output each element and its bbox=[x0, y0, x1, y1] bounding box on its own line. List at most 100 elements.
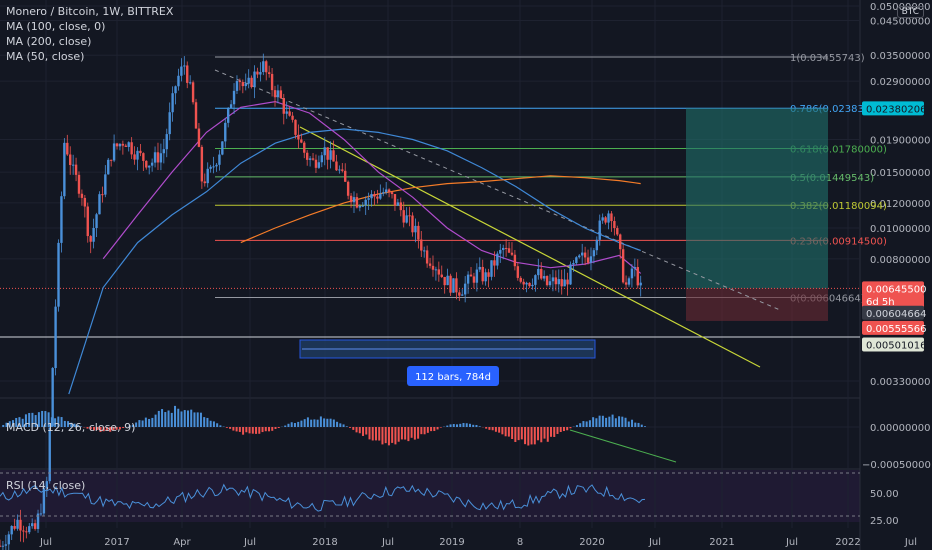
candle-body bbox=[51, 368, 54, 427]
candle-body bbox=[478, 266, 481, 270]
candle-body bbox=[142, 153, 145, 161]
macd-histogram-bar bbox=[621, 416, 624, 427]
macd-histogram-bar bbox=[323, 418, 326, 427]
candle-body bbox=[349, 195, 353, 203]
candle-body bbox=[367, 198, 370, 200]
candle-body bbox=[130, 142, 133, 155]
indicator-ma50[interactable]: MA (50, close) bbox=[6, 50, 85, 63]
macd-histogram-bar bbox=[15, 417, 18, 427]
x-tick-label: 2022 bbox=[835, 537, 860, 548]
macd-histogram-bar bbox=[374, 427, 377, 441]
macd-histogram-bar bbox=[378, 427, 381, 441]
candle-body bbox=[458, 292, 461, 296]
macd-histogram-bar bbox=[255, 427, 258, 434]
macd-histogram-bar bbox=[462, 422, 465, 427]
macd-histogram-bar bbox=[417, 427, 420, 439]
candle-body bbox=[168, 112, 171, 135]
macd-histogram-bar bbox=[50, 417, 53, 427]
x-tick-label: Jul bbox=[381, 537, 394, 548]
macd-histogram-bar bbox=[527, 427, 530, 446]
macd-histogram-bar bbox=[592, 417, 595, 427]
candle-body bbox=[165, 134, 168, 150]
candle-body bbox=[39, 513, 43, 515]
macd-histogram-bar bbox=[413, 427, 416, 440]
macd-histogram-bar bbox=[293, 423, 296, 427]
candle-body bbox=[449, 275, 452, 293]
macd-histogram-bar bbox=[595, 418, 598, 427]
symbol-title[interactable]: Monero / Bitcoin, 1W, BITTREX bbox=[6, 5, 174, 18]
candle-body bbox=[300, 139, 303, 143]
candle-body bbox=[373, 193, 376, 197]
macd-histogram-bar bbox=[216, 423, 219, 427]
candle-body bbox=[22, 530, 25, 532]
candle-body bbox=[551, 277, 555, 282]
macd-histogram-bar bbox=[533, 427, 536, 445]
macd-histogram-bar bbox=[70, 422, 73, 427]
candle-body bbox=[109, 159, 113, 161]
macd-histogram-bar bbox=[167, 410, 170, 427]
macd-histogram-bar bbox=[92, 427, 95, 431]
macd-histogram-bar bbox=[109, 427, 112, 432]
candle-body bbox=[265, 61, 268, 73]
candle-body bbox=[112, 143, 116, 161]
candle-body bbox=[423, 250, 426, 252]
macd-histogram-bar bbox=[391, 427, 394, 443]
candle-body bbox=[0, 545, 2, 547]
macd-histogram-bar bbox=[203, 417, 206, 427]
indicator-ma100[interactable]: MA (100, close, 0) bbox=[6, 20, 106, 33]
candle-body bbox=[273, 90, 277, 98]
candle-body bbox=[399, 202, 403, 211]
candle-body bbox=[203, 181, 206, 184]
macd-histogram-bar bbox=[553, 427, 556, 437]
macd-histogram-bar bbox=[400, 427, 403, 440]
macd-histogram-bar bbox=[76, 424, 79, 427]
x-tick-label: 2020 bbox=[579, 537, 604, 548]
candle-body bbox=[174, 86, 177, 94]
candle-body bbox=[461, 294, 464, 296]
price-tick-label: 0.03500000 bbox=[870, 51, 930, 62]
macd-histogram-bar bbox=[614, 418, 617, 427]
candle-body bbox=[364, 199, 367, 206]
macd-histogram-bar bbox=[18, 417, 21, 427]
candle-body bbox=[548, 281, 552, 286]
price-tick-label: 0.01900000 bbox=[870, 135, 930, 146]
macd-histogram-bar bbox=[86, 427, 89, 429]
candle-body bbox=[496, 253, 499, 266]
macd-histogram-bar bbox=[99, 427, 102, 432]
rsi-label: RSI (14, close) bbox=[6, 479, 85, 492]
macd-histogram-bar bbox=[102, 427, 105, 432]
candle-body bbox=[513, 254, 517, 267]
fib-level-label: 1(0.03455743) bbox=[790, 53, 865, 64]
candle-body bbox=[183, 65, 186, 67]
macd-histogram-bar bbox=[426, 427, 429, 433]
candle-body bbox=[177, 75, 180, 87]
candle-body bbox=[414, 225, 417, 233]
candle-body bbox=[60, 196, 63, 243]
macd-histogram-bar bbox=[199, 412, 202, 427]
price-tick-label: 0.05000000 bbox=[870, 2, 930, 13]
candle-body bbox=[621, 249, 625, 283]
candle-body bbox=[212, 166, 215, 168]
candle-body bbox=[604, 217, 607, 223]
price-axis-tag bbox=[862, 101, 924, 116]
macd-histogram-bar bbox=[637, 422, 640, 427]
indicator-ma200[interactable]: MA (200, close) bbox=[6, 35, 92, 48]
macd-histogram-bar bbox=[611, 414, 614, 427]
candle-body bbox=[417, 225, 420, 240]
macd-histogram-bar bbox=[358, 427, 361, 434]
macd-histogram-bar bbox=[423, 427, 426, 435]
macd-histogram-bar bbox=[439, 427, 442, 428]
x-tick-label: 2017 bbox=[104, 537, 129, 548]
candle-body bbox=[121, 143, 125, 146]
macd-histogram-bar bbox=[115, 427, 118, 430]
price-tick-label: 0.01500000 bbox=[870, 168, 930, 179]
candle-body bbox=[472, 276, 476, 283]
macd-histogram-bar bbox=[582, 421, 585, 427]
x-tick-label: 2018 bbox=[312, 537, 337, 548]
macd-histogram-bar bbox=[11, 420, 14, 427]
candle-body bbox=[583, 252, 587, 258]
macd-histogram-bar bbox=[300, 420, 303, 427]
candle-body bbox=[218, 154, 221, 165]
candle-body bbox=[437, 269, 441, 275]
